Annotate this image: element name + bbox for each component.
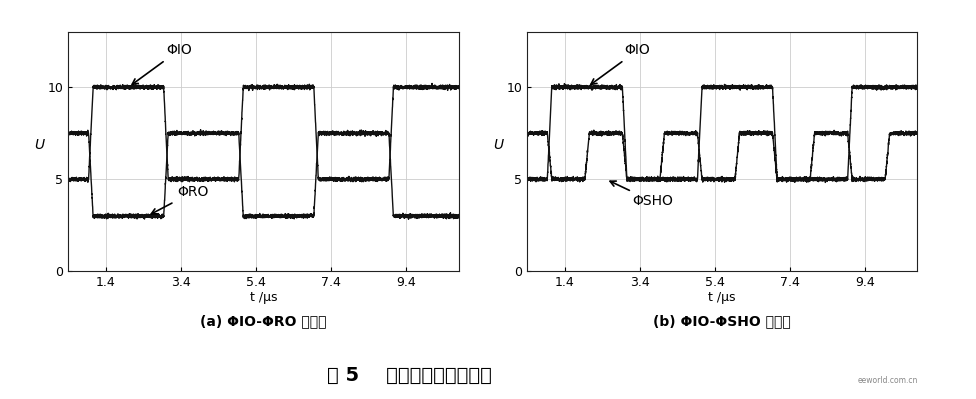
Text: ΦSHO: ΦSHO <box>610 181 673 208</box>
X-axis label: t /μs: t /μs <box>709 290 736 304</box>
Text: 图 5    驱动脉冲实测波形图: 图 5 驱动脉冲实测波形图 <box>328 366 492 385</box>
Text: ΦRO: ΦRO <box>151 185 209 214</box>
Text: (a) ΦIO-ΦRO 波形图: (a) ΦIO-ΦRO 波形图 <box>200 314 327 328</box>
Y-axis label: U: U <box>493 138 503 152</box>
Text: eeworld.com.cn: eeworld.com.cn <box>858 376 918 385</box>
X-axis label: t /μs: t /μs <box>250 290 277 304</box>
Y-axis label: U: U <box>34 138 44 152</box>
Text: ΦIO: ΦIO <box>132 43 191 85</box>
Text: (b) ΦIO-ΦSHO 波形图: (b) ΦIO-ΦSHO 波形图 <box>653 314 792 328</box>
Text: ΦIO: ΦIO <box>590 43 650 85</box>
